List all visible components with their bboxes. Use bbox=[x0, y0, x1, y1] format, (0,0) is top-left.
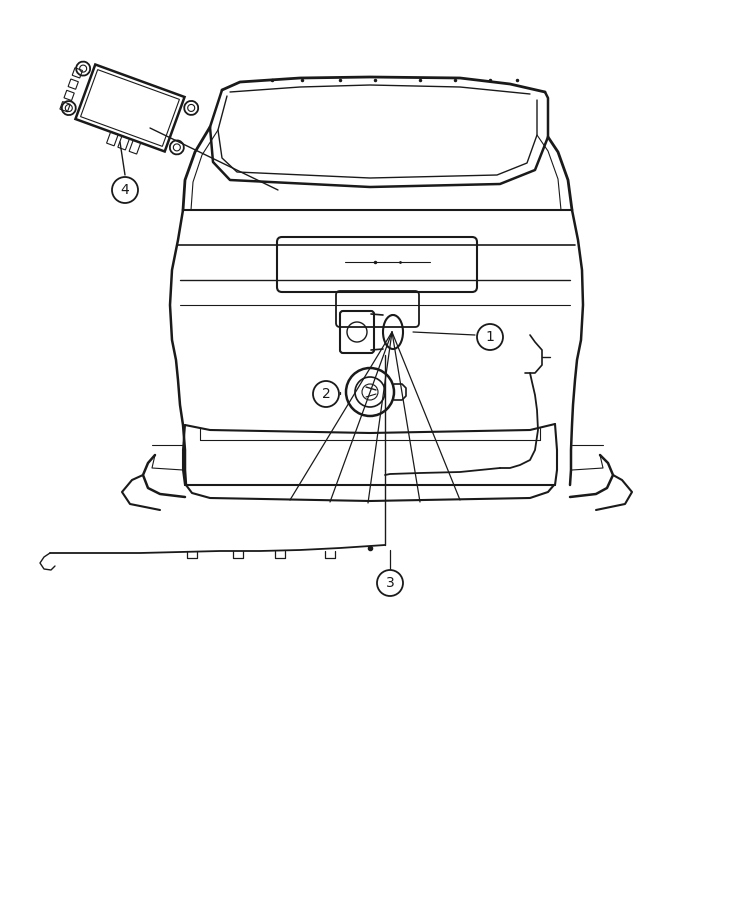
Text: 4: 4 bbox=[121, 183, 130, 197]
Circle shape bbox=[313, 381, 339, 407]
Bar bbox=[64, 90, 74, 101]
Text: 2: 2 bbox=[322, 387, 330, 401]
Bar bbox=[60, 102, 70, 112]
Bar bbox=[72, 68, 82, 78]
Bar bbox=[68, 79, 79, 89]
Bar bbox=[118, 136, 130, 150]
Circle shape bbox=[477, 324, 503, 350]
Circle shape bbox=[112, 177, 138, 203]
Bar bbox=[107, 131, 119, 146]
Text: 1: 1 bbox=[485, 330, 494, 344]
Bar bbox=[129, 140, 141, 154]
Circle shape bbox=[377, 570, 403, 596]
Text: 3: 3 bbox=[385, 576, 394, 590]
